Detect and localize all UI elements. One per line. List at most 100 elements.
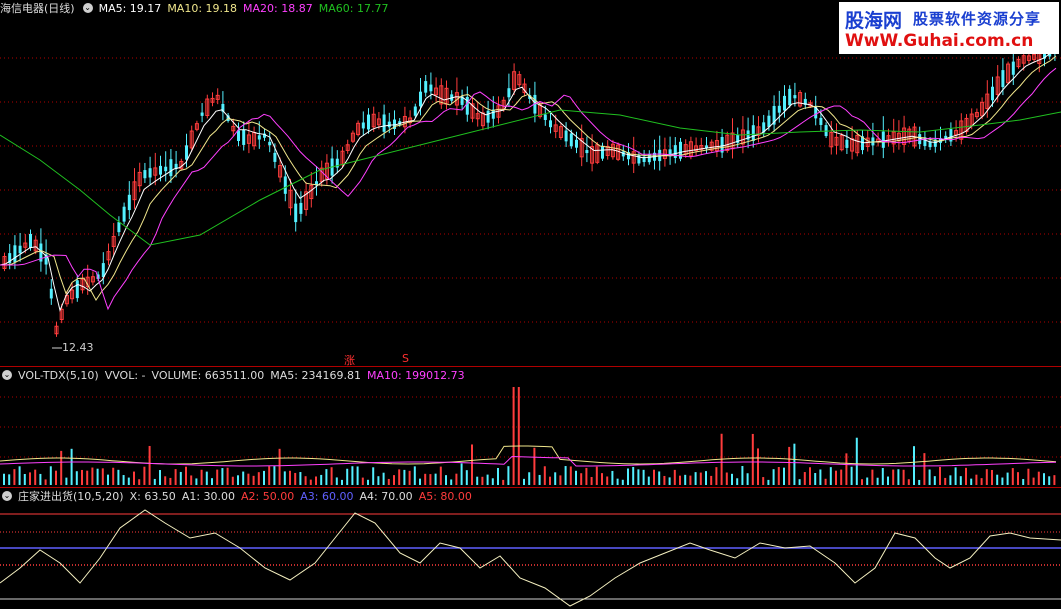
vol-ma10-value: MA10: 199012.73: [366, 368, 465, 382]
candle-body: [169, 159, 173, 177]
volume-bar: [408, 470, 411, 485]
volume-bar: [777, 467, 780, 485]
volume-bar: [757, 448, 759, 485]
candle-body: [647, 153, 651, 163]
volume-bar: [673, 469, 676, 485]
logo-cn: 股海网: [845, 10, 903, 32]
x-value: X: 63.50: [129, 489, 176, 503]
price-chart-panel[interactable]: 海信电器(日线) ⌄ MA5: 19.17 MA10: 19.18 MA20: …: [0, 0, 1061, 367]
signal-rise-marker: 涨: [344, 354, 355, 367]
candle-body: [756, 126, 761, 136]
candle-body: [714, 140, 719, 152]
candle-body: [637, 154, 641, 164]
candle-body: [517, 74, 522, 86]
candle-body: [579, 137, 584, 158]
candle-body: [221, 103, 225, 112]
volume-bar: [939, 466, 941, 485]
candle-body: [465, 96, 469, 115]
indicator-chart[interactable]: [0, 488, 1061, 609]
volume-bar: [325, 469, 328, 485]
volume-panel[interactable]: ⌄ VOL-TDX(5,10) VVOL: - VOLUME: 663511.0…: [0, 367, 1061, 487]
volume-bar: [341, 479, 343, 485]
volume-bar: [502, 479, 505, 485]
volume-bar: [907, 479, 910, 485]
volume-bar: [211, 478, 213, 485]
candle-body: [185, 145, 188, 160]
volume-bar: [65, 477, 68, 485]
volume-bar: [169, 477, 172, 485]
candle-body: [553, 124, 558, 132]
volume-bar: [247, 473, 250, 485]
volume-bar: [60, 450, 63, 485]
candle-body: [153, 167, 158, 176]
volume-bar: [715, 467, 718, 485]
candle-body: [850, 138, 855, 152]
candle-body: [439, 85, 444, 105]
ma20-value: MA20: 18.87: [243, 1, 313, 15]
volume-bar: [221, 468, 224, 485]
volume-bar: [1022, 478, 1025, 485]
ma5-line: [0, 48, 1057, 312]
volume-bar: [450, 479, 453, 485]
candle-body: [590, 146, 595, 164]
volume-bar: [351, 466, 354, 485]
volume-bar: [346, 468, 349, 485]
volume-chart[interactable]: [0, 367, 1061, 487]
candle-body: [210, 97, 215, 103]
candle-body: [49, 288, 53, 299]
chevron-down-icon[interactable]: ⌄: [2, 491, 12, 501]
vol-ma5-line: [0, 445, 1057, 465]
candle-body: [382, 114, 386, 132]
volume-bar: [439, 466, 442, 485]
volume-bar: [429, 474, 432, 485]
chevron-down-icon[interactable]: ⌄: [82, 3, 93, 13]
volume-bar: [679, 475, 681, 485]
indicator-panel[interactable]: ⌄ 庄家进出货(10,5,20) X: 63.50 A1: 30.00 A2: …: [0, 488, 1061, 609]
candle-body: [793, 95, 797, 99]
candle-body: [101, 263, 105, 277]
candle-body: [595, 144, 600, 163]
candle-body: [834, 136, 839, 146]
volume-bar: [216, 469, 219, 485]
indicator-title: 庄家进出货(10,5,20): [18, 490, 124, 503]
candle-body: [2, 256, 7, 269]
volume-bar: [133, 471, 135, 485]
volume-bar: [289, 470, 291, 485]
candle-body: [18, 245, 22, 254]
a4-value: A4: 70.00: [359, 489, 413, 503]
volume-bar: [793, 443, 796, 485]
volume-bar: [242, 471, 245, 485]
chevron-down-icon[interactable]: ⌄: [2, 370, 12, 380]
volume-bar: [8, 474, 11, 485]
candle-body: [106, 251, 111, 261]
candle-body: [959, 120, 964, 140]
vvol-value: VVOL: -: [104, 368, 146, 382]
volume-bar: [788, 446, 791, 485]
volume-bar: [517, 387, 520, 485]
candle-body: [954, 130, 959, 136]
volume-bar: [705, 471, 707, 485]
volume-bar: [606, 476, 609, 485]
stock-title: 海信电器(日线): [0, 2, 75, 15]
volume-bar: [39, 473, 42, 485]
candle-body: [944, 135, 948, 140]
volume-bar: [575, 470, 577, 485]
volume-bar: [335, 477, 338, 485]
volume-bar: [809, 467, 811, 485]
candle-body: [949, 129, 953, 142]
candle-body: [122, 206, 126, 222]
volume-bar: [382, 472, 385, 485]
volume-bar: [876, 477, 879, 485]
candle-body: [783, 95, 786, 111]
volume-bar: [55, 470, 57, 485]
candlestick-chart[interactable]: [0, 0, 1061, 366]
candle-body: [673, 145, 677, 158]
candle-body: [1016, 58, 1021, 68]
volume-bar: [798, 479, 801, 485]
candle-body: [429, 84, 433, 92]
volume-bar: [866, 477, 869, 485]
candle-body: [90, 276, 95, 283]
candle-body: [861, 136, 864, 151]
low-price-label: 12.43: [62, 341, 94, 354]
volume-bar: [101, 468, 104, 485]
